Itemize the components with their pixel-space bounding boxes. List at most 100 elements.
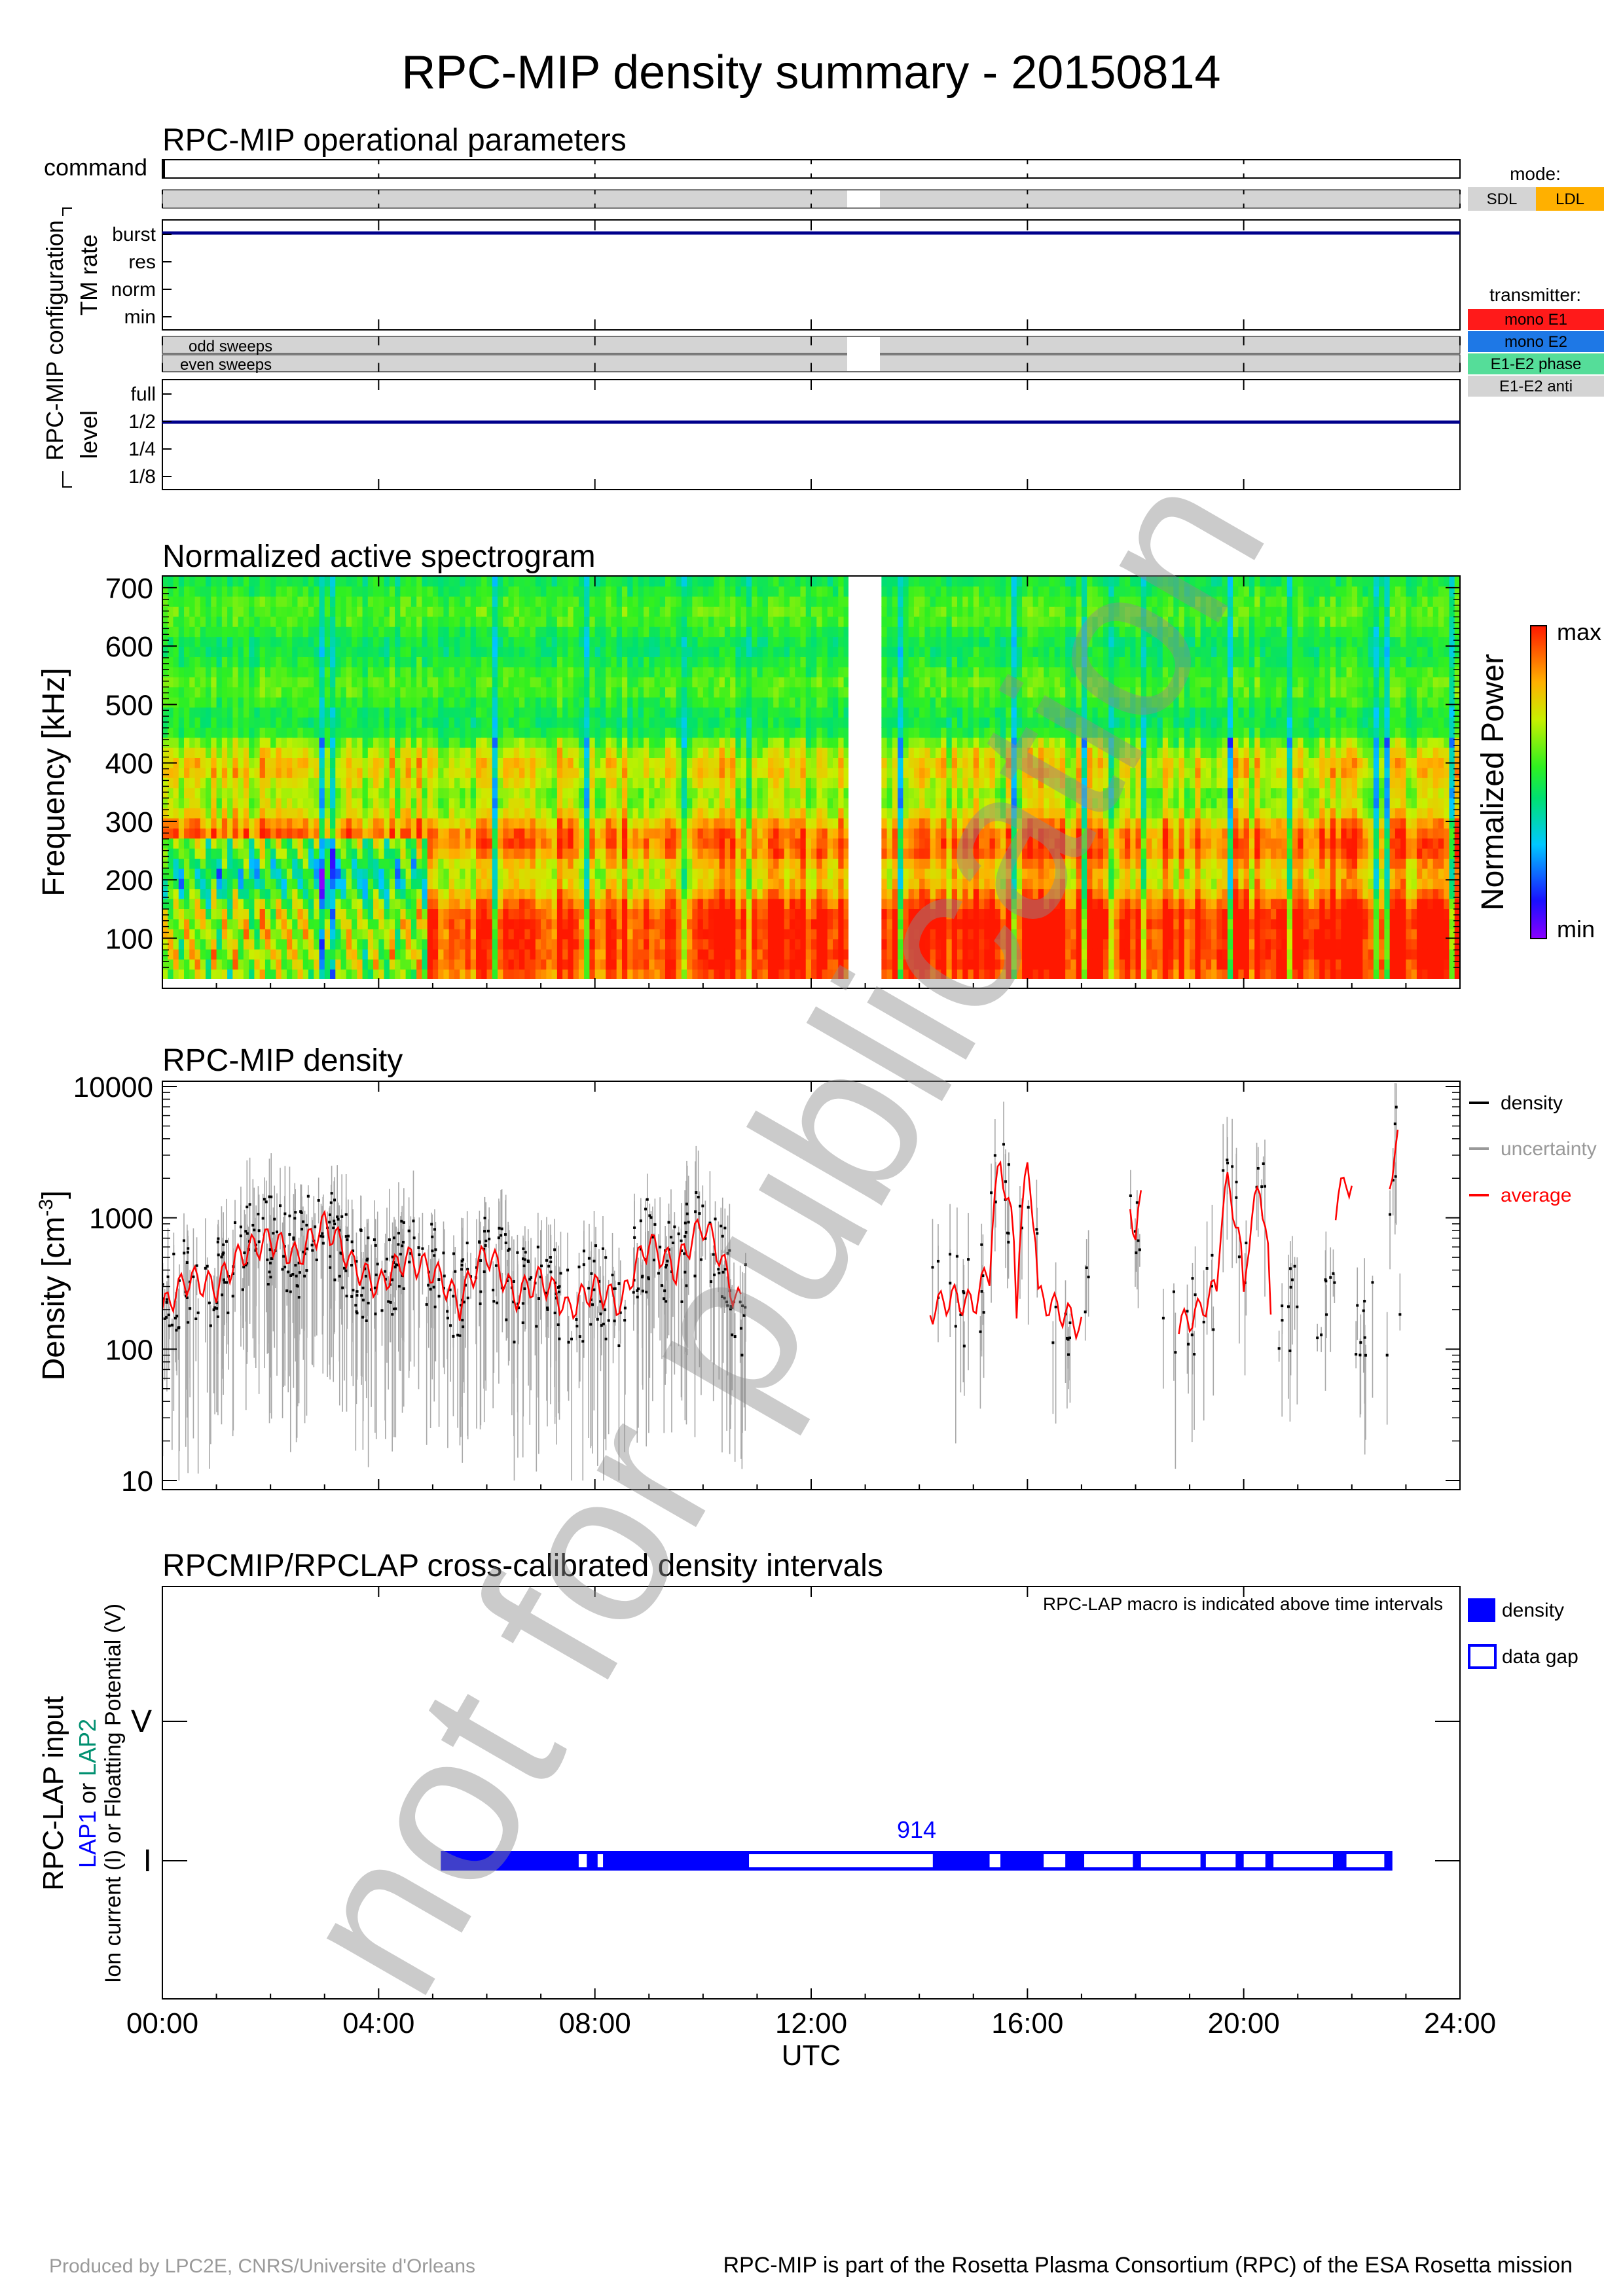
spectrogram-cell: [330, 727, 337, 738]
spectrogram-cell: [795, 586, 801, 597]
spectrogram-cell: [535, 677, 541, 688]
spectrogram-cell: [168, 727, 174, 738]
spectrogram-cell: [535, 808, 541, 819]
spectrogram-cell: [573, 696, 579, 708]
spectrogram-cell: [805, 666, 812, 677]
spectrogram-cell: [789, 858, 796, 869]
spectrogram-cell: [438, 939, 445, 950]
spectrogram-cell: [470, 656, 477, 668]
spectrogram-cell: [194, 717, 201, 728]
spectrogram-cell: [362, 576, 369, 587]
spectrogram-cell: [773, 797, 780, 808]
spectrogram-cell: [498, 727, 504, 738]
spectrogram-cell: [259, 868, 266, 879]
spectrogram-cell: [773, 616, 780, 627]
spectrogram-cell: [319, 838, 325, 849]
spectrogram-cell: [221, 757, 228, 768]
spectrogram-cell: [270, 878, 277, 889]
spectrogram-cell: [822, 838, 828, 849]
spectrogram-cell: [519, 817, 526, 829]
spectrogram-cell: [486, 948, 493, 960]
spectrogram-cell: [730, 898, 737, 909]
spectrogram-cell: [395, 908, 401, 920]
spectrogram-cell: [546, 687, 553, 698]
spectrogram-cell: [319, 626, 325, 637]
spectrogram-cell: [714, 828, 720, 839]
spectrogram-cell: [724, 747, 731, 758]
spectrogram-cell: [508, 868, 515, 879]
spectrogram-cell: [556, 797, 563, 808]
spectrogram-cell: [400, 888, 407, 899]
spectrogram-cell: [443, 677, 450, 688]
spectrogram-cell: [594, 848, 601, 859]
spectrogram-cell: [508, 878, 515, 889]
spectrogram-cell: [600, 687, 606, 698]
spectrogram-cell: [503, 626, 509, 637]
spectrogram-cell: [827, 656, 833, 668]
spectrogram-cell: [503, 576, 509, 587]
spectrogram-cell: [752, 707, 758, 718]
spectrogram-cell: [681, 707, 687, 718]
spectrogram-cell: [676, 747, 682, 758]
spectrogram-cell: [773, 727, 780, 738]
spectrogram-cell: [665, 596, 672, 607]
spectrogram-cell: [389, 687, 395, 698]
spectrogram-cell: [184, 838, 191, 849]
spectrogram-cell: [384, 939, 390, 950]
spectrogram-cell: [454, 747, 461, 758]
spectrogram-cell: [410, 929, 417, 940]
spectrogram-cell: [422, 828, 428, 839]
spectrogram-cell: [249, 817, 255, 829]
spectrogram-cell: [227, 747, 234, 758]
spectrogram-cell: [319, 727, 325, 738]
spectrogram-cell: [643, 586, 650, 597]
spectrogram-cell: [184, 586, 191, 597]
spectrogram-cell: [276, 757, 282, 768]
spectrogram-cell: [702, 848, 709, 859]
spectrogram-cell: [448, 929, 455, 940]
spectrogram-cell: [395, 858, 401, 869]
spectrogram-cell: [606, 666, 612, 677]
spectrogram-cell: [687, 808, 693, 819]
spectrogram-cell: [659, 717, 666, 728]
spectrogram-cell: [714, 666, 720, 677]
spectrogram-cell: [162, 747, 169, 758]
spectrogram-cell: [524, 767, 531, 778]
spectrogram-cell: [822, 888, 828, 899]
spectrogram-cell: [302, 737, 309, 748]
spectrogram-cell: [556, 908, 563, 920]
spectrogram-cell: [486, 778, 493, 789]
spectrogram-cell: [508, 576, 515, 587]
spectrogram-cell: [676, 959, 682, 970]
spectrogram-cell: [697, 828, 704, 839]
spectrogram-cell: [227, 586, 234, 597]
spectrogram-cell: [427, 626, 433, 637]
spectrogram-cell: [708, 687, 715, 698]
spectrogram-cell: [632, 707, 639, 718]
spectrogram-cell: [189, 737, 196, 748]
spectrogram-cell: [800, 656, 807, 668]
spectrogram-cell: [178, 878, 185, 889]
spectrogram-cell: [535, 939, 541, 950]
spectrogram-cell: [481, 948, 488, 960]
spectrogram-cell: [270, 707, 277, 718]
spectrogram-cell: [189, 778, 196, 789]
spectrogram-cell: [708, 677, 715, 688]
spectrogram-cell: [227, 717, 234, 728]
spectrogram-cell: [400, 747, 407, 758]
spectrogram-cell: [578, 717, 585, 728]
spectrogram-cell: [227, 656, 234, 668]
spectrogram-cell: [405, 586, 412, 597]
spectrogram-cell: [562, 747, 569, 758]
spectrogram-cell: [297, 677, 304, 688]
spectrogram-cell: [410, 918, 417, 929]
spectrogram-cell: [752, 778, 758, 789]
spectrogram-cell: [687, 656, 693, 668]
spectrogram-cell: [687, 727, 693, 738]
spectrogram-cell: [319, 908, 325, 920]
spectrogram-cell: [286, 707, 293, 718]
spectrogram-cell: [168, 717, 174, 728]
spectrogram-cell: [227, 606, 234, 617]
spectrogram-cell: [800, 677, 807, 688]
spectrogram-cell: [162, 948, 169, 960]
